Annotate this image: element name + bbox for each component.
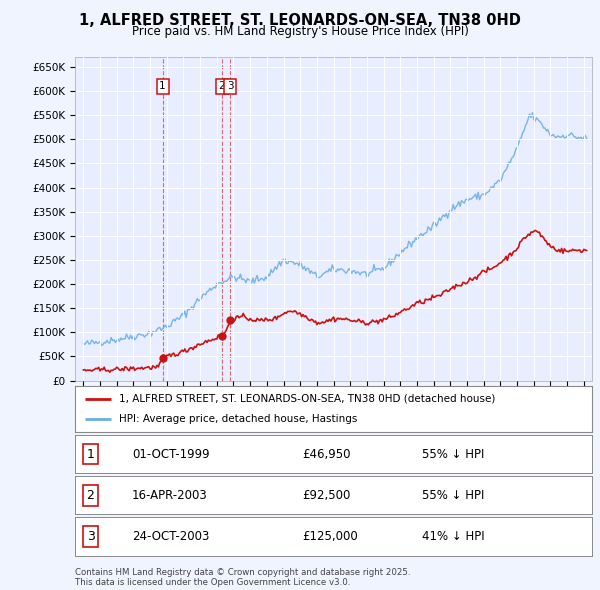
Text: 1: 1 — [86, 447, 94, 461]
Text: HPI: Average price, detached house, Hastings: HPI: Average price, detached house, Hast… — [119, 414, 358, 424]
Text: 01-OCT-1999: 01-OCT-1999 — [132, 447, 209, 461]
Text: 1, ALFRED STREET, ST. LEONARDS-ON-SEA, TN38 0HD (detached house): 1, ALFRED STREET, ST. LEONARDS-ON-SEA, T… — [119, 394, 496, 404]
Text: 1: 1 — [159, 81, 166, 91]
Text: Contains HM Land Registry data © Crown copyright and database right 2025.
This d: Contains HM Land Registry data © Crown c… — [75, 568, 410, 587]
Text: 24-OCT-2003: 24-OCT-2003 — [132, 530, 209, 543]
Text: 16-APR-2003: 16-APR-2003 — [132, 489, 208, 502]
Text: £92,500: £92,500 — [302, 489, 351, 502]
Text: 3: 3 — [86, 530, 94, 543]
Text: 1, ALFRED STREET, ST. LEONARDS-ON-SEA, TN38 0HD: 1, ALFRED STREET, ST. LEONARDS-ON-SEA, T… — [79, 13, 521, 28]
Text: 55% ↓ HPI: 55% ↓ HPI — [422, 447, 484, 461]
Text: 41% ↓ HPI: 41% ↓ HPI — [422, 530, 484, 543]
Text: 2: 2 — [86, 489, 94, 502]
Text: 55% ↓ HPI: 55% ↓ HPI — [422, 489, 484, 502]
Text: £46,950: £46,950 — [302, 447, 351, 461]
Text: 2: 2 — [218, 81, 225, 91]
Text: Price paid vs. HM Land Registry's House Price Index (HPI): Price paid vs. HM Land Registry's House … — [131, 25, 469, 38]
Text: 3: 3 — [227, 81, 233, 91]
Text: £125,000: £125,000 — [302, 530, 358, 543]
